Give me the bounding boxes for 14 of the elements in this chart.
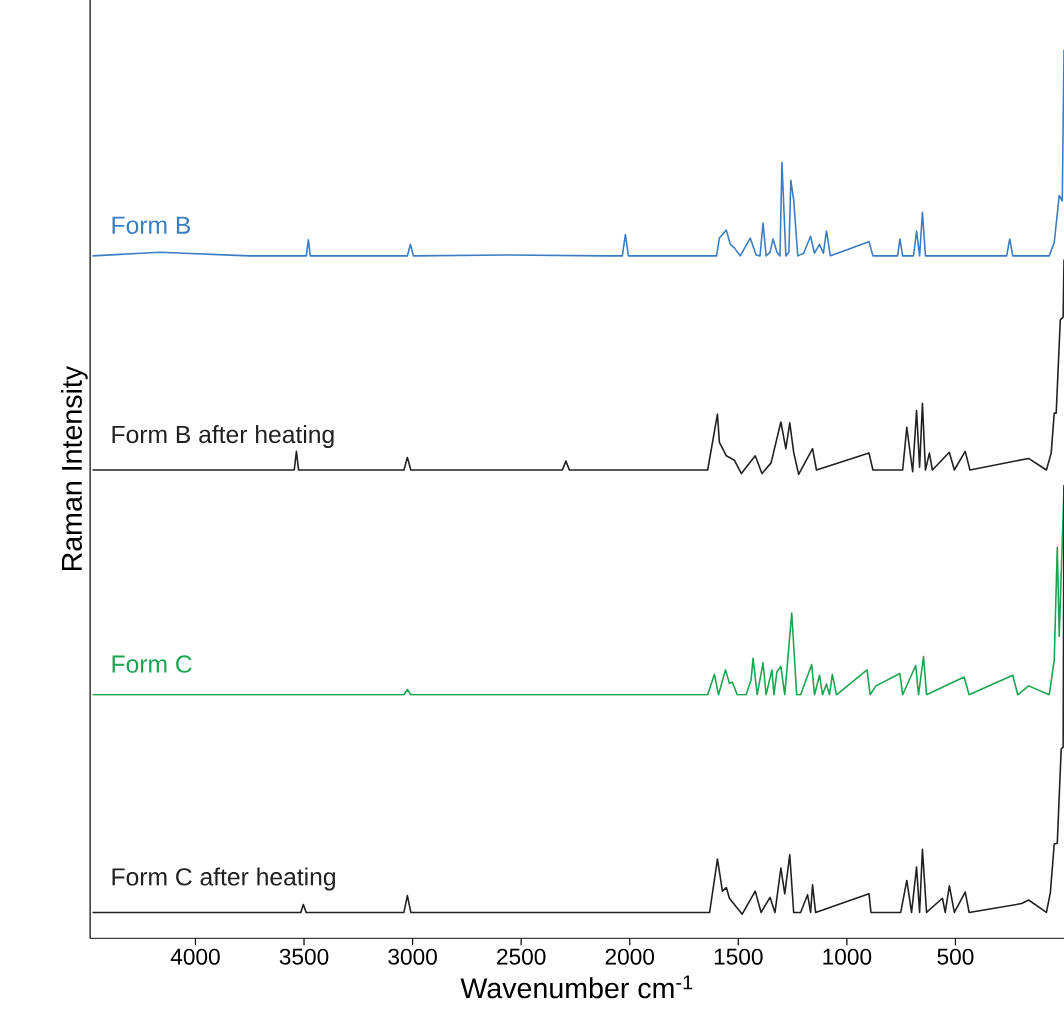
x-tick-label: 2000 bbox=[605, 948, 655, 965]
y-axis-title: Raman Intensity bbox=[60, 365, 88, 570]
x-tick-label: 4000 bbox=[170, 948, 220, 965]
series-label: Form C bbox=[112, 655, 192, 673]
series-label: Form C after heating bbox=[112, 867, 335, 891]
series-label: Form B bbox=[112, 216, 191, 234]
x-tick-label: 3000 bbox=[388, 948, 437, 965]
x-tick-label: 1500 bbox=[714, 948, 763, 965]
x-axis-title: Wavenumber cm$^{-1}$ bbox=[460, 975, 693, 999]
x-tick-label: 3500 bbox=[279, 948, 329, 965]
x-tick-label: 500 bbox=[937, 948, 974, 965]
x-tick-label: 1000 bbox=[823, 948, 872, 965]
x-tick-label: 2500 bbox=[497, 948, 546, 965]
series-label: Form B after heating bbox=[112, 424, 334, 448]
